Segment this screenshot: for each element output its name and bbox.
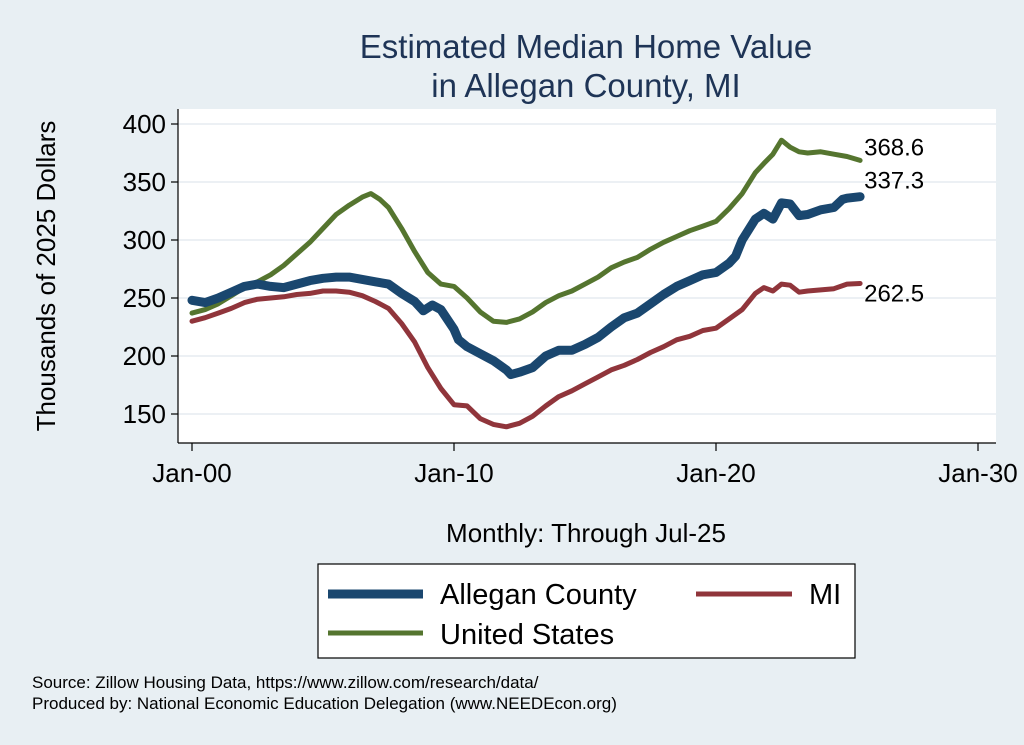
y-tick-label-300: 300 xyxy=(123,225,166,255)
x-tick-label-Jan-10: Jan-10 xyxy=(414,458,494,488)
source-line: Source: Zillow Housing Data, https://www… xyxy=(32,673,539,692)
y-tick-label-200: 200 xyxy=(123,341,166,371)
legend-box xyxy=(317,563,856,659)
x-tick-label-Jan-20: Jan-20 xyxy=(676,458,756,488)
x-ticks: Jan-00 Jan-10 Jan-20 Jan-30 xyxy=(152,443,1018,488)
legend-label-united-states: United States xyxy=(440,619,614,651)
x-axis-label: Monthly: Through Jul-25 xyxy=(446,518,726,548)
y-axis-label: Thousands of 2025 Dollars xyxy=(31,121,61,432)
legend-label-mi: MI xyxy=(809,579,841,611)
y-ticks: 150 200 250 300 350 400 xyxy=(123,109,178,429)
end-label-allegan-county: 337.3 xyxy=(864,168,924,195)
end-label-united-states: 368.6 xyxy=(864,134,924,161)
series-line-mi xyxy=(189,281,863,430)
series-line-allegan-county xyxy=(187,192,865,380)
x-tick-label-Jan-00: Jan-00 xyxy=(152,458,232,488)
x-tick-label-Jan-30: Jan-30 xyxy=(938,458,1018,488)
legend-label-allegan-county: Allegan County xyxy=(440,579,637,611)
series-line-united-states xyxy=(189,137,863,325)
end-label-mi: 262.5 xyxy=(864,281,924,308)
y-tick-label-250: 250 xyxy=(123,283,166,313)
legend: Allegan County MI United States xyxy=(317,563,856,659)
chart-title-line-1: Estimated Median Home Value xyxy=(360,28,812,65)
series-group xyxy=(187,137,865,430)
chart-title-line-2: in Allegan County, MI xyxy=(431,67,740,104)
y-tick-label-150: 150 xyxy=(123,399,166,429)
producer-line: Produced by: National Economic Education… xyxy=(32,694,617,713)
y-tick-label-350: 350 xyxy=(123,167,166,197)
y-tick-label-400: 400 xyxy=(123,109,166,139)
end-labels: 337.3 262.5 368.6 xyxy=(864,134,924,307)
